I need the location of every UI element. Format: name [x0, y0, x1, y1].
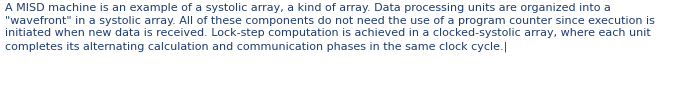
Text: A MISD machine is an example of a systolic array, a kind of array. Data processi: A MISD machine is an example of a systol… — [5, 3, 655, 52]
